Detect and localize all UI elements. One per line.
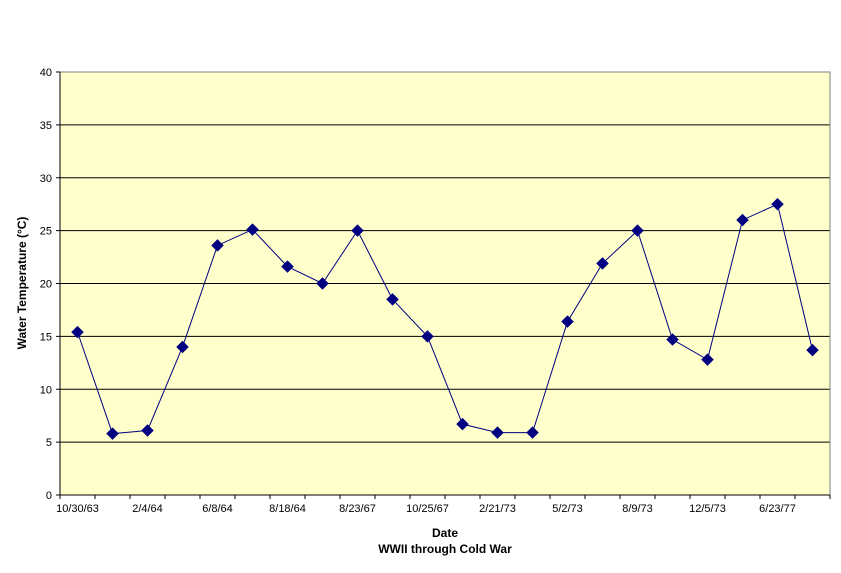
data-point [561,315,574,328]
x-tick-label: 2/21/73 [479,503,516,515]
data-point [141,424,154,437]
data-point [806,343,819,357]
data-point [316,277,329,290]
data-point [386,293,399,306]
data-point [351,224,364,237]
data-point [771,197,784,211]
data-point [596,257,609,270]
data-point [71,325,84,339]
y-tick-label: 20 [40,279,52,291]
x-tick-label: 8/23/67 [339,503,376,515]
y-tick-label: 5 [46,437,52,449]
series-group [71,197,819,441]
data-point [526,426,539,439]
data-point [246,223,259,236]
x-tick-label: 8/9/73 [622,503,653,515]
x-tick-label: 8/18/64 [269,503,306,515]
data-point [421,330,434,343]
data-point [666,333,679,346]
x-tick-labels: 10/30/63 2/4/64 6/8/64 8/18/64 8/23/67 10/25/… [56,495,831,515]
data-point [281,260,294,273]
data-point [701,353,714,366]
y-tick-labels: 0 5 10 15 20 25 30 35 40 [40,67,60,502]
data-point [106,427,119,441]
data-point [456,417,469,431]
y-tick-label: 30 [40,173,52,185]
x-tick-label: 10/25/67 [406,503,449,515]
y-axis-title: Water Temperature (°C) [15,217,29,350]
y-tick-label: 40 [40,67,52,79]
x-tick-label: 6/23/77 [759,503,796,515]
y-tick-label: 0 [46,490,52,502]
data-point [491,426,504,439]
data-point [631,224,644,237]
data-point [736,213,749,227]
x-tick-label: 6/8/64 [202,503,233,515]
x-axis-title: Date [432,526,458,540]
data-point [176,340,189,354]
x-tick-label: 5/2/73 [552,503,583,515]
x-tick-label: 2/4/64 [132,503,163,515]
series-line [77,203,813,435]
y-tick-label: 15 [40,331,52,343]
y-tick-label: 35 [40,120,52,132]
x-tick-label: 10/30/63 [56,503,99,515]
x-axis-subtitle: WWII through Cold War [378,542,512,556]
x-tick-label: 12/5/73 [689,503,726,515]
data-point [211,239,224,252]
y-tick-label: 25 [40,226,52,238]
y-tick-label: 10 [40,384,52,396]
